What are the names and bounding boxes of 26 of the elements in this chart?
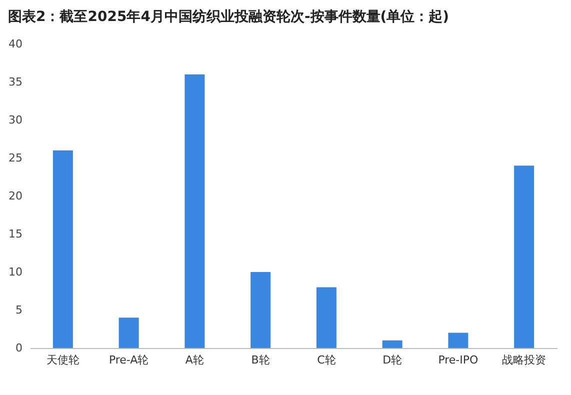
- x-tick-label: 天使轮: [46, 354, 80, 366]
- bar: [118, 318, 139, 348]
- y-tick-label: 0: [16, 342, 22, 354]
- y-tick-label: 30: [8, 114, 22, 126]
- x-tick-label: D轮: [382, 354, 402, 366]
- y-tick-label: 20: [8, 190, 22, 202]
- y-tick-label: 10: [8, 266, 22, 278]
- bar: [52, 150, 73, 348]
- y-tick-label: 35: [8, 76, 22, 88]
- bar: [250, 272, 271, 348]
- y-tick-label: 15: [8, 228, 22, 240]
- bar: [514, 166, 534, 348]
- y-tick-label: 40: [8, 38, 22, 50]
- x-tick-label: Pre-IPO: [438, 354, 479, 366]
- bar: [448, 332, 468, 348]
- x-tick-label: 战略投资: [502, 354, 546, 366]
- bar: [316, 287, 336, 348]
- x-tick-label: A轮: [185, 354, 204, 366]
- bar: [382, 340, 402, 348]
- x-tick-label: Pre-A轮: [108, 354, 149, 366]
- bar: [184, 74, 205, 348]
- y-tick-label: 25: [8, 152, 22, 164]
- x-tick-label: B轮: [251, 354, 270, 366]
- x-tick-label: C轮: [317, 354, 336, 366]
- y-tick-label: 5: [16, 304, 22, 316]
- chart-title: 图表2：截至2025年4月中国纺织业投融资轮次-按事件数量(单位：起): [8, 8, 450, 25]
